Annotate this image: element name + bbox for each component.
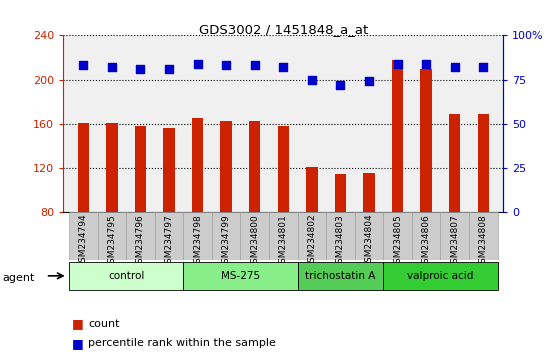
Text: percentile rank within the sample: percentile rank within the sample	[88, 338, 276, 348]
Bar	[392, 60, 403, 212]
Bar	[126, 212, 155, 260]
Text: GSM234802: GSM234802	[307, 214, 316, 268]
Text: GSM234798: GSM234798	[193, 214, 202, 269]
Bar	[212, 212, 240, 260]
Bar	[363, 172, 375, 212]
Text: GDS3002 / 1451848_a_at: GDS3002 / 1451848_a_at	[199, 23, 368, 36]
Text: ■: ■	[72, 337, 83, 350]
Bar	[477, 114, 489, 212]
Bar	[383, 212, 412, 260]
Point	[222, 63, 230, 68]
Point	[107, 64, 116, 70]
Bar	[69, 212, 97, 260]
Bar	[412, 212, 441, 260]
Bar	[335, 174, 346, 212]
Bar	[469, 212, 498, 260]
Text: GSM234801: GSM234801	[279, 214, 288, 269]
Bar	[449, 114, 460, 212]
Bar	[298, 212, 326, 260]
Text: agent: agent	[3, 273, 35, 283]
Bar	[326, 212, 355, 260]
Text: GSM234799: GSM234799	[222, 214, 230, 269]
Point	[450, 64, 459, 70]
Text: ■: ■	[72, 318, 83, 330]
Bar	[135, 126, 146, 212]
Text: GSM234806: GSM234806	[422, 214, 431, 269]
Point	[164, 66, 173, 72]
Bar	[78, 123, 89, 212]
Text: GSM234805: GSM234805	[393, 214, 402, 269]
Bar	[420, 69, 432, 212]
Bar	[383, 262, 498, 291]
Bar	[269, 212, 298, 260]
Bar	[183, 262, 298, 291]
Bar	[306, 167, 317, 212]
Point	[193, 61, 202, 67]
Text: GSM234795: GSM234795	[107, 214, 116, 269]
Bar	[249, 121, 260, 212]
Bar	[183, 212, 212, 260]
Point	[250, 63, 259, 68]
Point	[136, 66, 145, 72]
Bar	[278, 126, 289, 212]
Text: GSM234803: GSM234803	[336, 214, 345, 269]
Text: trichostatin A: trichostatin A	[305, 271, 376, 281]
Text: MS-275: MS-275	[221, 271, 260, 281]
Text: GSM234796: GSM234796	[136, 214, 145, 269]
Text: GSM234804: GSM234804	[365, 214, 373, 268]
Text: GSM234807: GSM234807	[450, 214, 459, 269]
Bar	[298, 262, 383, 291]
Point	[279, 64, 288, 70]
Bar	[441, 212, 469, 260]
Bar	[69, 262, 183, 291]
Bar	[192, 118, 204, 212]
Point	[336, 82, 345, 88]
Text: GSM234808: GSM234808	[478, 214, 488, 269]
Bar	[221, 121, 232, 212]
Point	[422, 61, 431, 67]
Point	[79, 63, 87, 68]
Point	[479, 64, 488, 70]
Text: valproic acid: valproic acid	[407, 271, 474, 281]
Bar	[155, 212, 183, 260]
Point	[393, 61, 402, 67]
Text: GSM234800: GSM234800	[250, 214, 259, 269]
Bar	[97, 212, 126, 260]
Point	[365, 79, 373, 84]
Text: GSM234794: GSM234794	[79, 214, 88, 268]
Bar	[240, 212, 269, 260]
Bar	[355, 212, 383, 260]
Text: control: control	[108, 271, 144, 281]
Point	[307, 77, 316, 82]
Text: GSM234797: GSM234797	[164, 214, 173, 269]
Bar	[106, 123, 118, 212]
Text: count: count	[88, 319, 119, 329]
Bar	[163, 128, 175, 212]
